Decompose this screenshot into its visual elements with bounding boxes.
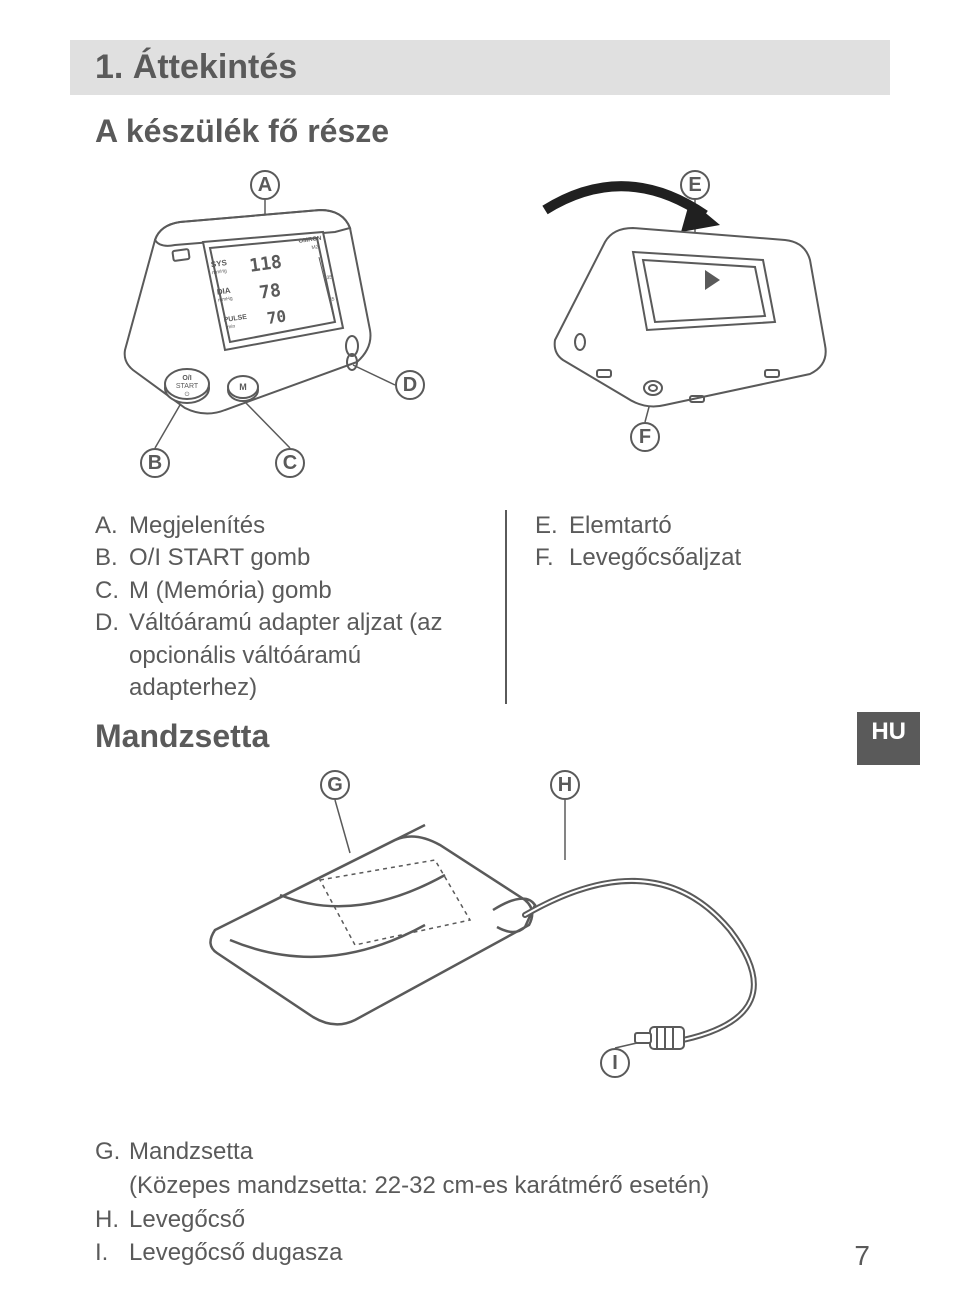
label-f: F [630, 422, 660, 452]
device-diagrams: A D B C [95, 170, 880, 480]
svg-text:78: 78 [258, 280, 282, 304]
parts-list-left: A.Megjelenítés B.O/I START gomb C.M (Mem… [95, 510, 505, 704]
device-back-svg [505, 170, 885, 480]
cuff-diagram: G H I [95, 765, 880, 1125]
svg-text:118: 118 [248, 251, 283, 276]
parts-list-right: E.Elemtartó F.Levegőcsőaljzat [505, 510, 825, 704]
label-d: D [395, 370, 425, 400]
svg-text:O/I: O/I [182, 375, 191, 382]
language-badge: HU [857, 712, 920, 765]
cuff-heading: Mandzsetta [95, 718, 269, 755]
label-c: C [275, 448, 305, 478]
cuff-list: G.Mandzsetta (Közepes mandzsetta: 22-32 … [95, 1135, 880, 1269]
subtitle: A készülék fő része [95, 113, 880, 150]
device-front-svg: SYS mmHg DIA mmHg PULSE /min 118 78 70 O… [95, 170, 475, 480]
label-e: E [680, 170, 710, 200]
label-a: A [250, 170, 280, 200]
page-number: 7 [854, 1240, 870, 1272]
svg-text:START: START [176, 383, 199, 390]
svg-text:⏻: ⏻ [185, 391, 190, 398]
device-back-diagram: E F [505, 170, 885, 480]
section-heading: 1. Áttekintés [70, 40, 890, 95]
cuff-svg [95, 765, 875, 1125]
heading-text: 1. Áttekintés [95, 48, 890, 87]
svg-text:M: M [239, 382, 247, 392]
svg-text:M2: M2 [311, 244, 319, 251]
label-b: B [140, 448, 170, 478]
svg-text:70: 70 [266, 306, 288, 327]
parts-lists: A.Megjelenítés B.O/I START gomb C.M (Mem… [95, 510, 880, 704]
device-front-diagram: A D B C [95, 170, 475, 480]
